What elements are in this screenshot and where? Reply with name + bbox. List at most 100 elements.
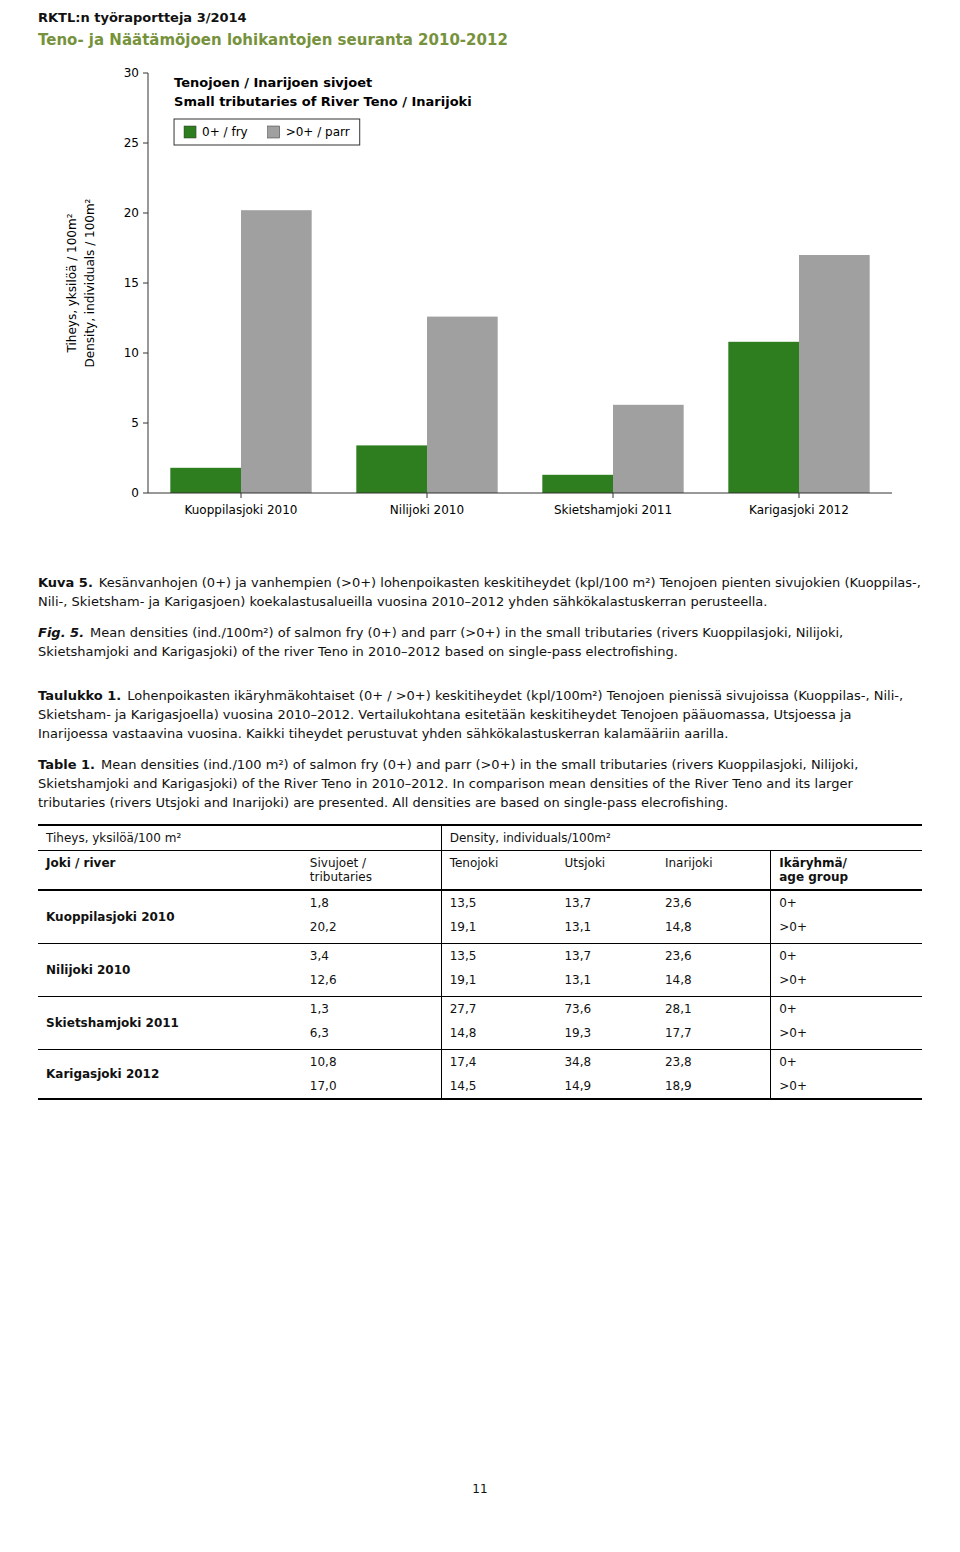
table-cell: 3,4 <box>302 944 441 969</box>
table-cell: 23,8 <box>657 1050 771 1075</box>
legend-frame <box>174 119 360 145</box>
table-cell: 14,5 <box>441 1074 556 1099</box>
table-cell: 13,5 <box>441 890 556 915</box>
caption-text: Mean densities (ind./100m²) of salmon fr… <box>38 625 843 659</box>
legend-entry: 0+ / fry <box>202 125 248 139</box>
y-tick <box>143 423 148 424</box>
table-cell: 0+ <box>771 944 922 969</box>
x-tick <box>613 493 614 498</box>
page-content: RKTL:n työraportteja 3/2014 Teno- ja Näät… <box>0 0 960 1100</box>
y-tick-label: 15 <box>124 276 139 290</box>
legend: 0+ / fry >0+ / parr <box>174 119 360 145</box>
y-tick-label: 5 <box>131 416 139 430</box>
table-cell: 13,7 <box>556 944 656 969</box>
y-tick <box>143 283 148 284</box>
table-cell: 18,9 <box>657 1074 771 1099</box>
table-cell: 12,6 <box>302 968 441 997</box>
table-group-header: Tiheys, yksilöä/100 m² <box>38 825 441 851</box>
table-column-header: Inarijoki <box>657 851 771 891</box>
chart: 051015202530Kuoppilasjoki 2010Nilijoki 2… <box>38 57 922 557</box>
bar <box>427 317 498 493</box>
caption-label: Fig. 5. <box>38 625 84 640</box>
bar <box>542 475 613 493</box>
bar <box>356 445 427 493</box>
table-cell: 20,2 <box>302 915 441 944</box>
table-cell: >0+ <box>771 1074 922 1099</box>
table-cell: 19,1 <box>441 915 556 944</box>
bars <box>170 210 869 493</box>
table-cell: 13,7 <box>556 890 656 915</box>
y-tick <box>143 493 148 494</box>
legend-swatch <box>268 126 280 138</box>
table-cell: 6,3 <box>302 1021 441 1050</box>
table-cell: 14,8 <box>657 915 771 944</box>
table-river: Nilijoki 2010 <box>38 944 302 997</box>
caption-text: Mean densities (ind./100 m²) of salmon f… <box>38 757 858 810</box>
table-column-header: Tenojoki <box>441 851 556 891</box>
y-tick-label: 20 <box>124 206 139 220</box>
x-tick-label: Skietshamjoki 2011 <box>554 503 672 517</box>
table-row: Nilijoki 20103,413,513,723,60+ <box>38 944 922 969</box>
y-tick-label: 10 <box>124 346 139 360</box>
legend-entry: >0+ / parr <box>286 125 350 139</box>
table-cell: 73,6 <box>556 997 656 1022</box>
caption: Kuva 5.Kesänvanhojen (0+) ja vanhempien … <box>38 574 922 612</box>
table-cell: 19,3 <box>556 1021 656 1050</box>
table-cell: 19,1 <box>441 968 556 997</box>
caption-text: Lohenpoikasten ikäryhmäkohtaiset (0+ / >… <box>38 688 903 741</box>
caption: Table 1.Mean densities (ind./100 m²) of … <box>38 756 922 813</box>
table-column-header: Joki / river <box>38 851 302 891</box>
x-tick <box>799 493 800 498</box>
table-row: Karigasjoki 201210,817,434,823,80+ <box>38 1050 922 1075</box>
table-cell: 10,8 <box>302 1050 441 1075</box>
table-header-row: Tiheys, yksilöä/100 m²Density, individua… <box>38 825 922 851</box>
y-tick-label: 30 <box>124 66 139 80</box>
caption-label: Kuva 5. <box>38 575 93 590</box>
y-tick <box>143 73 148 74</box>
x-tick-label: Nilijoki 2010 <box>390 503 464 517</box>
table-group-header: Density, individuals/100m² <box>441 825 922 851</box>
table-row: Kuoppilasjoki 20101,813,513,723,60+ <box>38 890 922 915</box>
table-column-header: Utsjoki <box>556 851 656 891</box>
bar <box>799 255 870 493</box>
table-column-header: Sivujoet / tributaries <box>302 851 441 891</box>
table-row: Skietshamjoki 20111,327,773,628,10+ <box>38 997 922 1022</box>
header-line2: Teno- ja Näätämöjoen lohikantojen seuran… <box>38 31 922 49</box>
table-river: Karigasjoki 2012 <box>38 1050 302 1100</box>
table-cell: 17,4 <box>441 1050 556 1075</box>
x-tick <box>427 493 428 498</box>
table-cell: 27,7 <box>441 997 556 1022</box>
table-row: 12,619,113,114,8>0+ <box>38 968 922 997</box>
x-tick <box>241 493 242 498</box>
table-cell: >0+ <box>771 915 922 944</box>
table-cell: 0+ <box>771 1050 922 1075</box>
spacer <box>38 560 922 574</box>
table-cell: 34,8 <box>556 1050 656 1075</box>
table-cell: >0+ <box>771 968 922 997</box>
table-cell: 17,7 <box>657 1021 771 1050</box>
bar <box>728 342 799 493</box>
table-cell: 14,9 <box>556 1074 656 1099</box>
y-axis-label: Tiheys, yksilöä / 100m² <box>65 213 79 353</box>
caption-text: Kesänvanhojen (0+) ja vanhempien (>0+) l… <box>38 575 921 609</box>
x-axis-line <box>148 493 892 494</box>
caption-label: Taulukko 1. <box>38 688 121 703</box>
table-cell: 1,8 <box>302 890 441 915</box>
y-tick <box>143 213 148 214</box>
y-tick-label: 25 <box>124 136 139 150</box>
page-number: 11 <box>0 1482 960 1496</box>
table-cell: 0+ <box>771 890 922 915</box>
header-line1: RKTL:n työraportteja 3/2014 <box>38 10 922 25</box>
table-cell: 0+ <box>771 997 922 1022</box>
table-cell: 14,8 <box>657 968 771 997</box>
bar <box>170 468 241 493</box>
table-cell: 17,0 <box>302 1074 441 1099</box>
table-cell: 1,3 <box>302 997 441 1022</box>
legend-swatch <box>184 126 196 138</box>
table-cell: 23,6 <box>657 944 771 969</box>
table-header-row: Joki / riverSivujoet / tributariesTenojo… <box>38 851 922 891</box>
data-table: Tiheys, yksilöä/100 m²Density, individua… <box>38 824 922 1100</box>
table-cell: 13,5 <box>441 944 556 969</box>
y-tick-label: 0 <box>131 486 139 500</box>
table-row: 17,014,514,918,9>0+ <box>38 1074 922 1099</box>
